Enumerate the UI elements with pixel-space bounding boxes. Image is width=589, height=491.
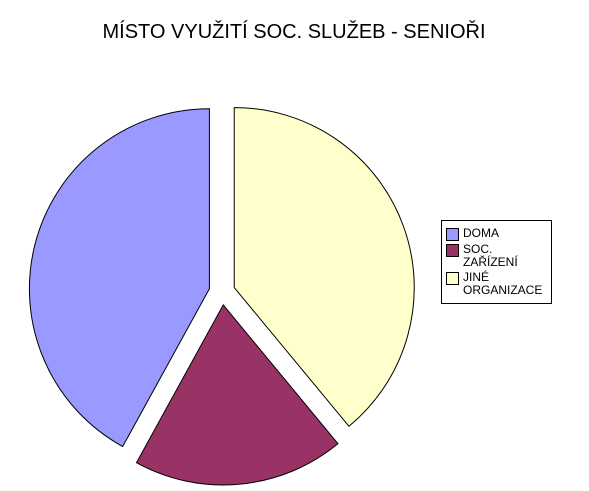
legend-item: DOMA — [446, 227, 551, 241]
pie-slice — [135, 304, 339, 486]
legend-label: JINÉ ORGANIZACE — [463, 270, 543, 297]
legend-label: SOC. ZAŘÍZENÍ — [463, 242, 518, 269]
legend-label: DOMA — [463, 226, 499, 240]
legend-swatch — [446, 244, 459, 257]
legend-swatch — [446, 272, 459, 285]
pie-slice — [28, 108, 210, 448]
legend-swatch — [446, 228, 459, 241]
chart-title: MÍSTO VYUŽITÍ SOC. SLUŽEB - SENIOŘI — [102, 20, 485, 43]
pie-slice — [233, 107, 415, 427]
legend: DOMA SOC. ZAŘÍZENÍ JINÉ ORGANIZACE — [441, 220, 552, 304]
legend-item: SOC. ZAŘÍZENÍ — [446, 243, 551, 269]
legend-item: JINÉ ORGANIZACE — [446, 271, 551, 297]
